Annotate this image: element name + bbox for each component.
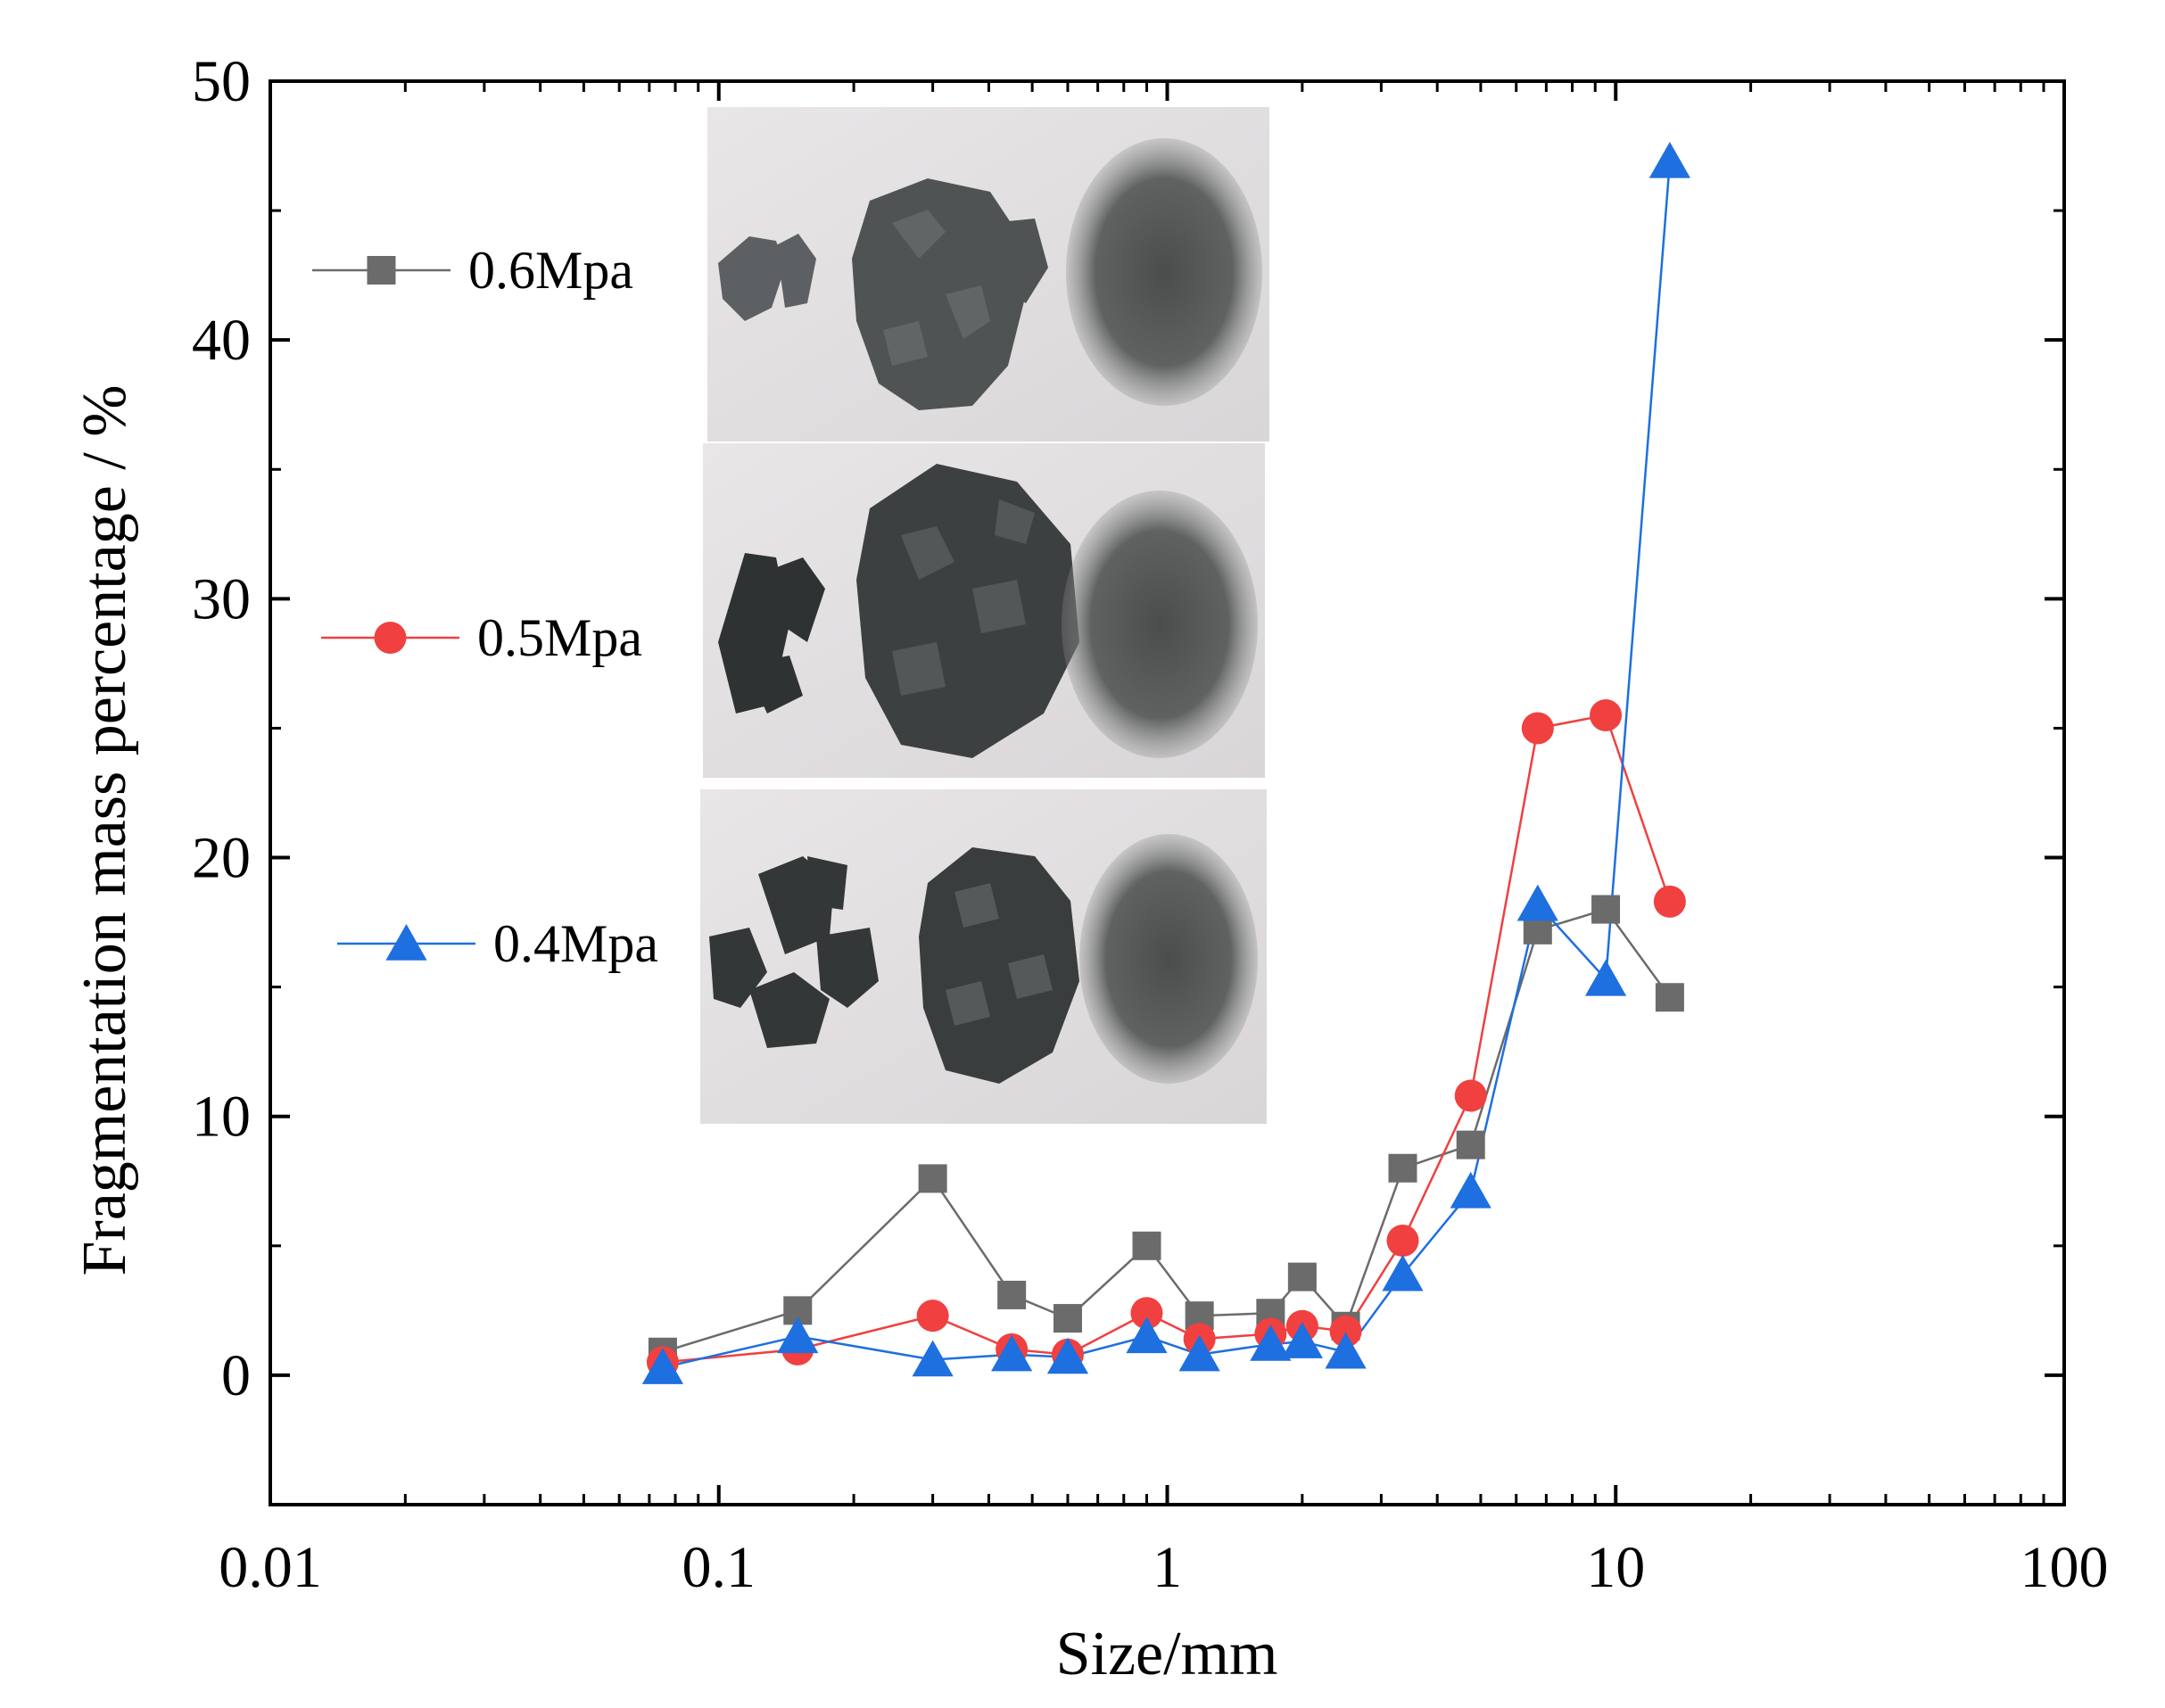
legend-label: 0.5Mpa (477, 608, 642, 667)
data-point-05mpa (916, 1300, 949, 1333)
data-point-05mpa (1329, 1315, 1362, 1348)
data-point-06mpa (1591, 895, 1621, 924)
data-point-04mpa (912, 1340, 954, 1377)
data-point-06mpa (918, 1164, 947, 1193)
legend-marker (374, 622, 407, 654)
inset-photo-row-1 (707, 107, 1269, 441)
x-tick-label: 1 (1153, 1535, 1182, 1600)
y-tick-label: 40 (192, 308, 251, 373)
y-tick-label: 10 (192, 1085, 251, 1150)
inset-photo-row-2 (703, 443, 1265, 778)
data-point-04mpa (1250, 1324, 1292, 1361)
series-points-05mpa (646, 698, 1686, 1379)
data-point-05mpa (1130, 1297, 1163, 1330)
data-point-05mpa (1653, 885, 1686, 918)
x-tick-label: 100 (2020, 1535, 2109, 1600)
data-point-04mpa (1178, 1334, 1220, 1372)
axis-ticks (269, 79, 2066, 1506)
data-point-06mpa (1655, 983, 1684, 1012)
inset-photo-row-3 (700, 789, 1267, 1124)
y-tick-label: 30 (192, 566, 251, 631)
inset-photos (700, 107, 1269, 1124)
data-point-06mpa (997, 1280, 1027, 1309)
data-point-06mpa (1456, 1130, 1485, 1159)
data-point-04mpa (1046, 1337, 1089, 1374)
data-point-04mpa (1516, 884, 1558, 921)
legend-item-05mpa: 0.5Mpa (321, 608, 642, 667)
data-point-06mpa (1287, 1262, 1317, 1291)
data-point-04mpa (1382, 1254, 1424, 1291)
data-point-05mpa (1590, 698, 1623, 731)
x-tick-labels: 0.01 0.1 1 10 100 (219, 1535, 2108, 1600)
y-tick-label: 0 (221, 1343, 251, 1408)
x-tick-label: 10 (1586, 1535, 1645, 1600)
legend-marker (367, 256, 396, 285)
y-tick-label: 20 (192, 826, 251, 891)
data-point-05mpa (1454, 1079, 1487, 1112)
legend-item-06mpa: 0.6Mpa (312, 241, 633, 300)
data-point-04mpa (641, 1348, 684, 1384)
x-tick-label: 0.01 (219, 1535, 322, 1600)
data-point-06mpa (1388, 1153, 1417, 1183)
data-point-05mpa (1521, 712, 1554, 745)
x-tick-label: 0.1 (682, 1535, 756, 1600)
data-point-04mpa (1450, 1171, 1492, 1209)
x-axis-title: Size/mm (1056, 1620, 1278, 1688)
legend: 0.6Mpa 0.5Mpa 0.4Mpa (312, 241, 658, 973)
data-point-04mpa (1281, 1322, 1323, 1358)
y-tick-labels: 0 10 20 30 40 50 (192, 49, 251, 1408)
data-point-04mpa (1325, 1332, 1367, 1369)
legend-item-04mpa: 0.4Mpa (337, 914, 658, 973)
legend-label: 0.6Mpa (468, 241, 633, 300)
data-point-06mpa (1053, 1304, 1082, 1333)
data-point-06mpa (1132, 1231, 1161, 1260)
data-point-04mpa (1584, 959, 1627, 996)
data-point-04mpa (1126, 1316, 1168, 1354)
y-tick-label: 50 (192, 49, 251, 114)
series-markers (641, 141, 1690, 1384)
data-point-04mpa (1649, 141, 1690, 178)
data-point-05mpa (1386, 1225, 1419, 1258)
legend-marker (385, 924, 427, 961)
series-points-04mpa (641, 141, 1690, 1384)
y-axis-title: Fragmentation mass percentage / % (70, 384, 139, 1275)
data-point-04mpa (991, 1334, 1033, 1372)
data-point-04mpa (777, 1316, 819, 1354)
legend-label: 0.4Mpa (493, 914, 658, 973)
